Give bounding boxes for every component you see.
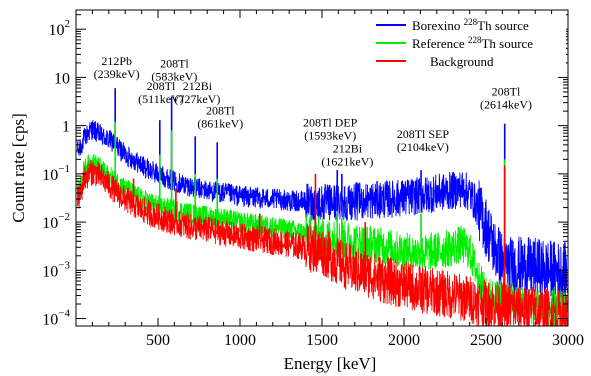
- x-tick-label: 2500: [470, 332, 502, 349]
- x-tick-label: 1500: [306, 332, 338, 349]
- legend-superscript: 228: [468, 35, 482, 45]
- y-tick-label: 10−4: [42, 308, 70, 329]
- y-tick-label: 10: [54, 70, 70, 87]
- y-tick-exponent: −1: [58, 163, 70, 175]
- x-tick-label: 500: [146, 332, 170, 349]
- peak-annotation: 212Pb: [101, 54, 132, 68]
- peak-annotation: (861keV): [197, 117, 243, 131]
- peak-annotation: (1593keV): [304, 129, 356, 143]
- legend-name: Reference: [412, 36, 468, 51]
- legend-name-suffix: Th source: [477, 18, 529, 33]
- y-tick-exponent: −4: [58, 308, 70, 320]
- peak-annotation: 208Tl: [147, 79, 176, 93]
- peak-annotation: (583keV): [151, 70, 197, 84]
- peak-annotation: (239keV): [94, 67, 140, 81]
- x-axis-title: Energy [keV]: [284, 354, 377, 373]
- y-tick-base: 10: [42, 263, 58, 280]
- x-tick-label: 1000: [224, 332, 256, 349]
- y-tick-label: 10−3: [42, 259, 70, 280]
- y-tick-base: 10: [42, 215, 58, 232]
- peak-annotation: (727keV): [174, 92, 220, 106]
- peak-annotation: 208Tl: [492, 85, 521, 99]
- y-tick-base: 1: [62, 119, 70, 136]
- y-axis-title: Count rate [cps]: [9, 113, 28, 223]
- y-tick-label: 10−2: [42, 211, 70, 232]
- peak-annotation: 208Tl DEP: [303, 116, 358, 130]
- y-tick-label: 10−1: [42, 163, 70, 184]
- peak-annotation: 208Tl: [160, 57, 189, 71]
- peak-annotation: (2104keV): [397, 140, 449, 154]
- legend-name: Borexino: [412, 18, 464, 33]
- x-tick-label: 2000: [388, 332, 420, 349]
- peak-annotation: 212Bi: [183, 79, 213, 93]
- peak-annotation: 208Tl: [206, 104, 235, 118]
- legend-entry: Borexino 228Th source: [412, 17, 529, 33]
- y-tick-exponent: 2: [65, 18, 71, 30]
- legend-superscript: 228: [464, 17, 478, 27]
- y-tick-exponent: −3: [58, 259, 70, 271]
- peak-annotation: 208Tl SEP: [397, 127, 450, 141]
- y-tick-base: 10: [42, 167, 58, 184]
- x-tick-label: 3000: [552, 332, 584, 349]
- y-tick-label: 1: [62, 119, 70, 136]
- peak-annotation: 212Bi: [333, 141, 363, 155]
- y-tick-exponent: −2: [58, 211, 70, 223]
- series-background: [77, 159, 568, 326]
- series-trace: [77, 159, 568, 326]
- y-tick-base: 10: [42, 312, 58, 329]
- peak-annotation: (1621keV): [321, 154, 373, 168]
- legend-entry: Background: [430, 54, 494, 69]
- legend-name: Background: [430, 54, 494, 69]
- y-tick-base: 10: [54, 70, 70, 87]
- y-tick-label: 102: [49, 18, 71, 39]
- legend-name-suffix: Th source: [481, 36, 533, 51]
- y-tick-base: 10: [49, 22, 65, 39]
- peak-annotation: (2614keV): [480, 98, 532, 112]
- peak-annotation: (511keV): [138, 92, 184, 106]
- legend-entry: Reference 228Th source: [412, 35, 533, 51]
